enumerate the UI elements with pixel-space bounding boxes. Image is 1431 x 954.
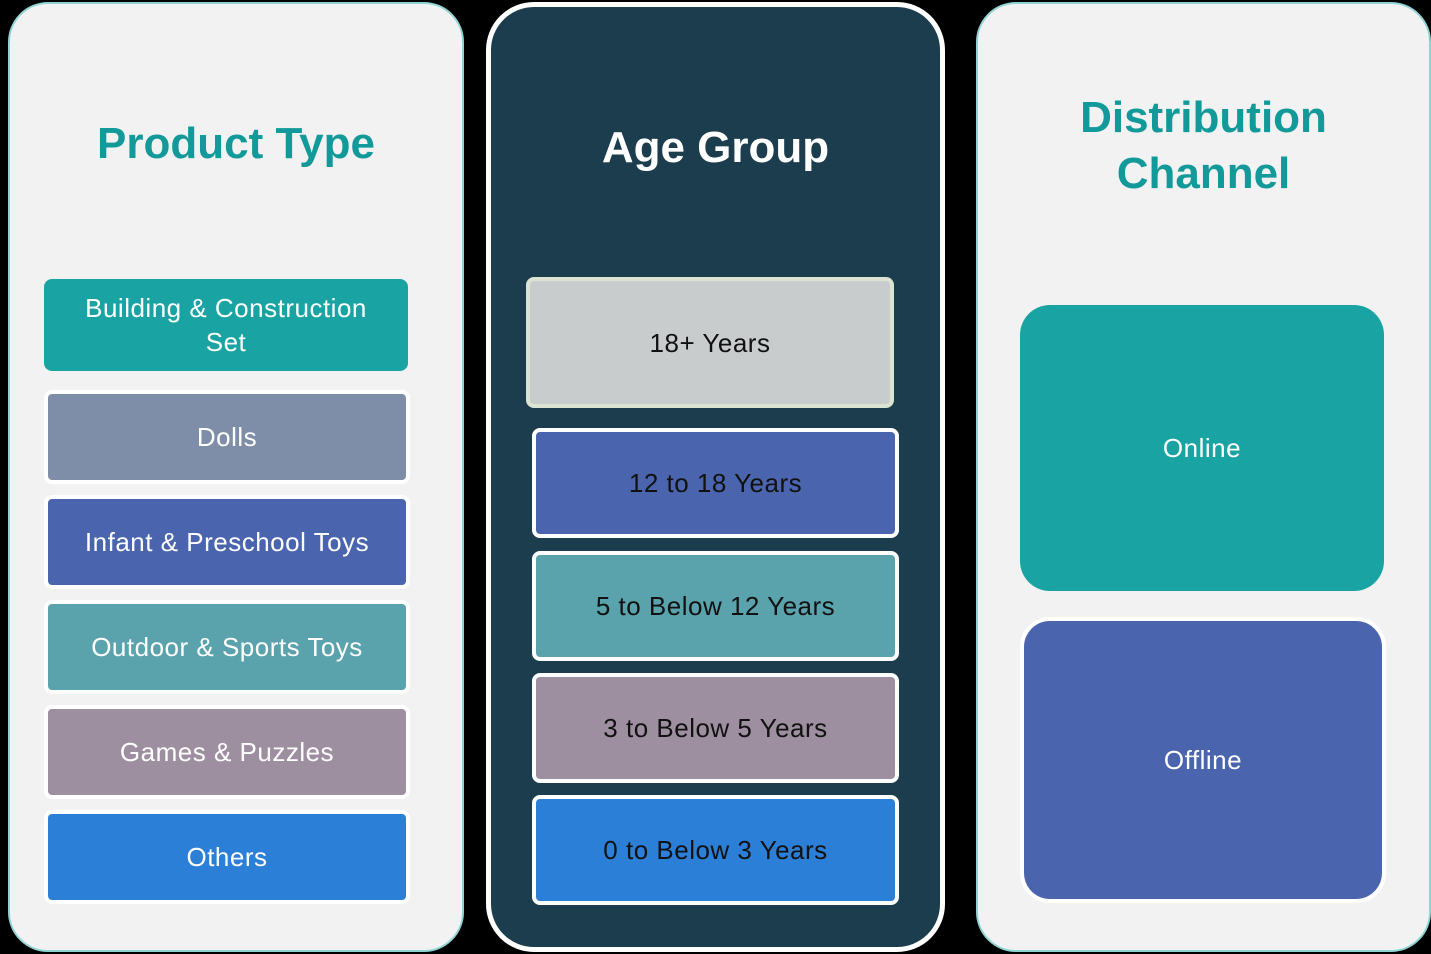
product-dolls: Dolls xyxy=(44,390,410,484)
product-games-puzzles: Games & Puzzles xyxy=(44,705,410,799)
distribution-channel-title: Distribution Channel xyxy=(1080,93,1327,198)
product-infant-preschool: Infant & Preschool Toys xyxy=(44,495,410,589)
channel-offline: Offline xyxy=(1020,617,1386,903)
age-5-12: 5 to Below 12 Years xyxy=(532,551,899,661)
product-others: Others xyxy=(44,810,410,904)
age-0-3: 0 to Below 3 Years xyxy=(532,795,899,905)
age-3-5: 3 to Below 5 Years xyxy=(532,673,899,783)
age-12-18: 12 to 18 Years xyxy=(532,428,899,538)
product-building-construction: Building & Construction Set xyxy=(44,279,408,371)
age-group-title: Age Group xyxy=(601,123,830,172)
age-18-plus: 18+ Years xyxy=(526,277,894,408)
product-type-title: Product Type xyxy=(97,119,375,168)
channel-online: Online xyxy=(1020,305,1384,591)
product-outdoor-sports: Outdoor & Sports Toys xyxy=(44,600,410,694)
